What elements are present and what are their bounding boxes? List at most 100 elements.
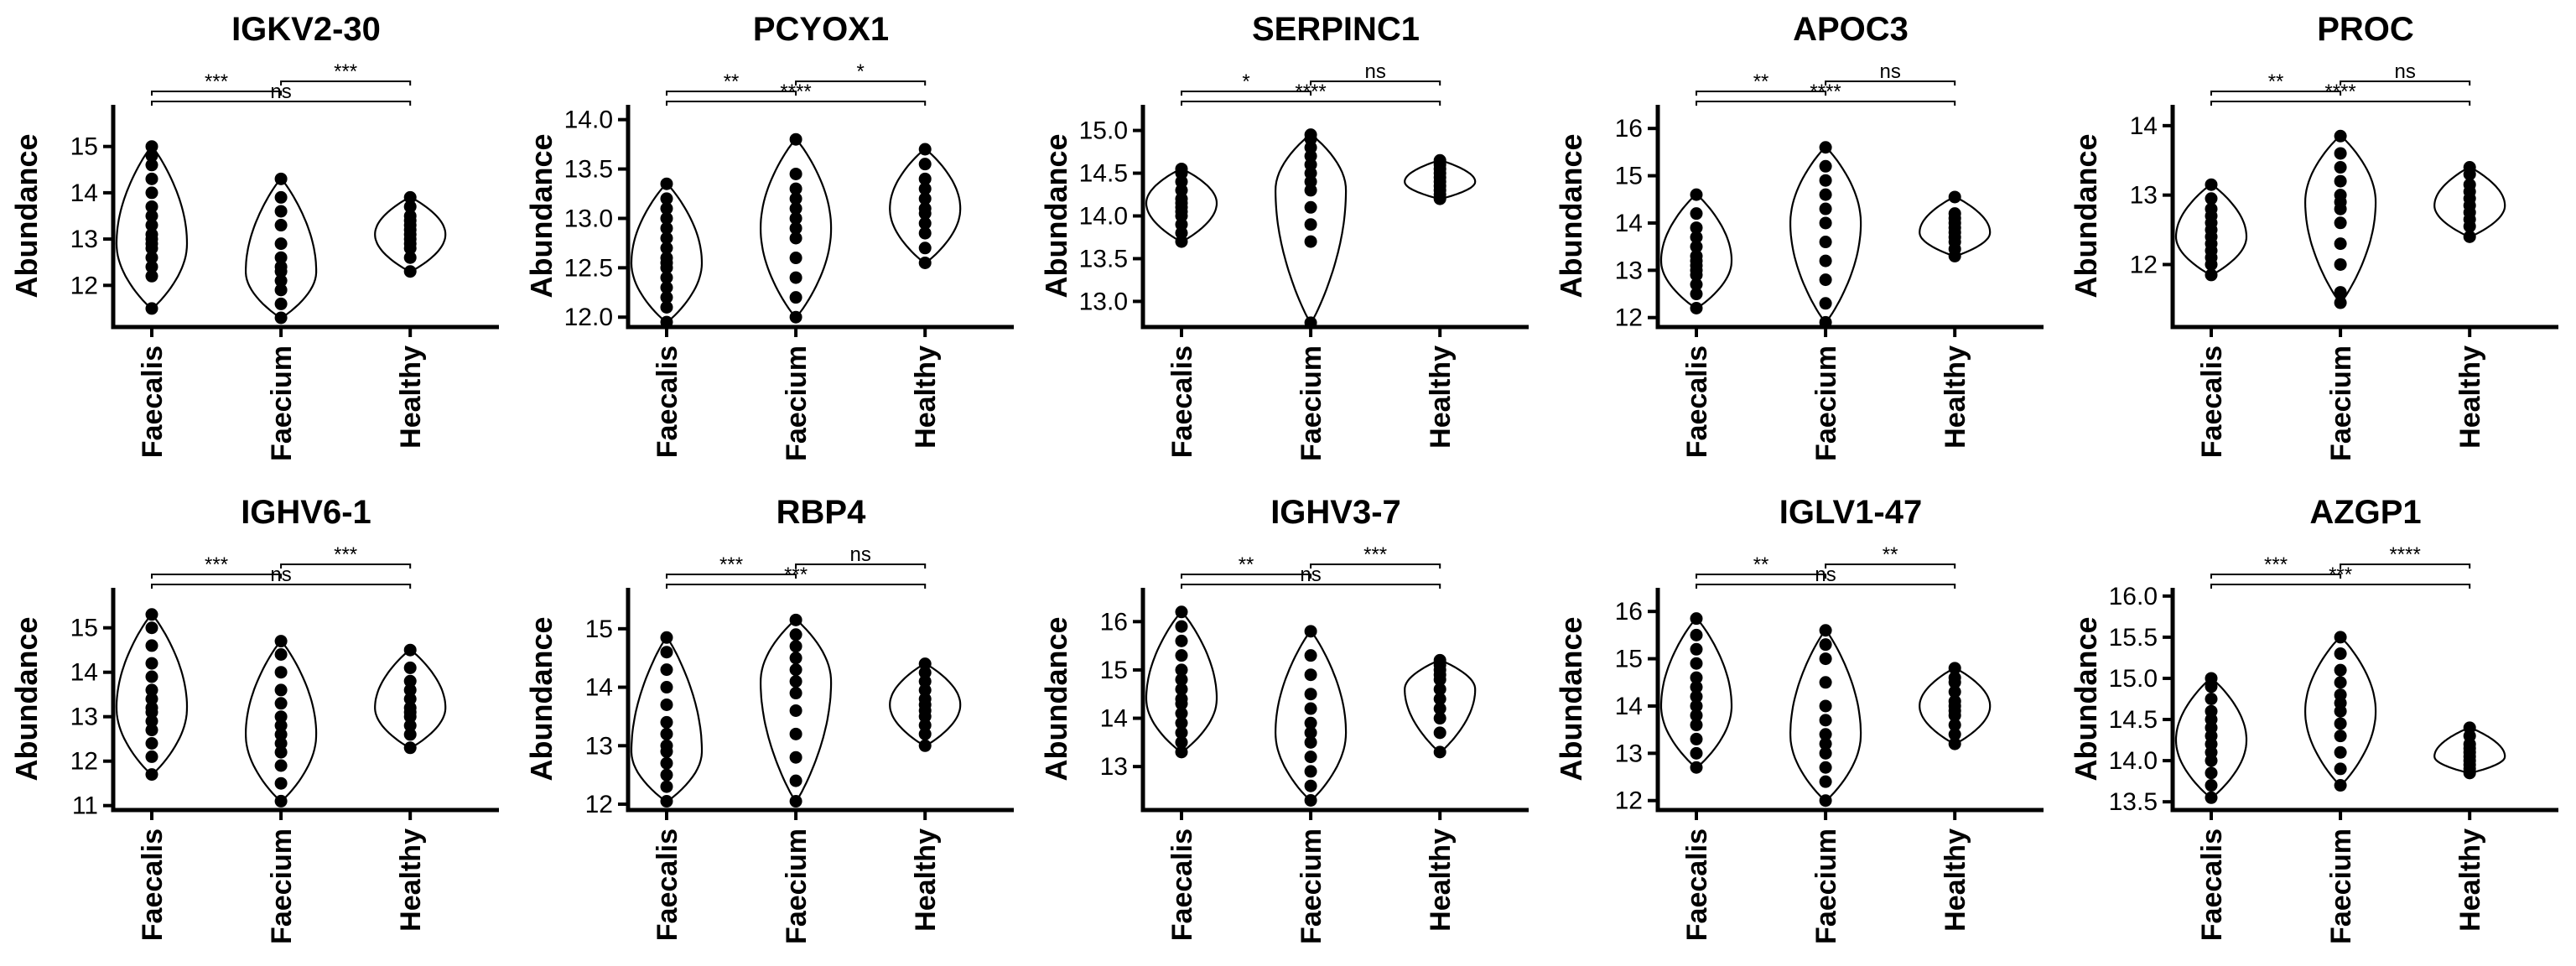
data-point — [919, 657, 932, 670]
data-point — [1176, 605, 1188, 618]
data-point — [790, 614, 802, 626]
data-point — [404, 662, 417, 674]
data-point — [1305, 201, 1317, 214]
y-tick-label: 13.5 — [564, 156, 613, 184]
chart-panel-8: IGLV1-47 Abundance 12 13 14 15 16 Faecalis Faeci… — [1554, 494, 2044, 944]
y-tick-label: 12 — [1615, 304, 1643, 332]
data-point — [404, 644, 417, 657]
y-tick-label: 13 — [1615, 740, 1643, 767]
chart-title: IGLV1-47 — [1779, 494, 1922, 531]
axis-lines — [1143, 588, 1529, 810]
data-point — [2334, 717, 2347, 730]
x-tick-label-healthy: Healthy — [2454, 345, 2486, 449]
data-point — [2334, 189, 2347, 201]
chart-panel-6: RBP4Abundance12131415Faecalis Faecium Heal… — [524, 494, 1014, 944]
x-tick-label-healthy: Healthy — [1425, 345, 1457, 449]
y-tick-label: 15 — [70, 615, 98, 642]
data-point — [919, 158, 932, 170]
y-tick-label: 13 — [1100, 753, 1128, 781]
x-tick-label-faecalis: Faecalis — [2196, 828, 2228, 941]
data-point — [790, 675, 802, 688]
data-point — [146, 639, 158, 652]
data-point — [790, 628, 802, 641]
data-point — [1690, 733, 1703, 745]
y-tick-label: 14 — [1100, 705, 1128, 733]
x-tick-label-healthy: Healthy — [910, 345, 942, 449]
y-tick-label: 14.0 — [1079, 203, 1128, 231]
x-tick-label-healthy: Healthy — [395, 828, 427, 932]
y-axis-label: Abundance — [1554, 133, 1588, 298]
significance-label: ** — [724, 70, 740, 93]
x-tick-label-faecalis: Faecalis — [1166, 345, 1198, 458]
chart-panel-9: AZGP1Abundance13.514.014.515.015.516.0Fa… — [2069, 494, 2558, 944]
significance-label: *** — [334, 543, 357, 566]
y-tick-label: 13.0 — [1079, 288, 1128, 315]
data-point — [1690, 747, 1703, 760]
data-point — [275, 237, 288, 250]
data-point — [1690, 629, 1703, 641]
y-axis-label: Abundance — [9, 616, 44, 781]
chart-panel-5: IGHV6-1 Abundance 11 12 13 14 15 Faecalis Faeciu… — [9, 494, 499, 944]
data-point — [1690, 189, 1703, 201]
significance-label: ** — [1239, 553, 1254, 576]
data-point — [790, 311, 802, 324]
y-tick-label: 14.5 — [2109, 706, 2158, 734]
data-point — [1820, 638, 1832, 651]
data-point — [275, 311, 288, 324]
significance-label: ** — [1753, 70, 1769, 93]
data-point — [919, 740, 932, 752]
data-point — [2205, 705, 2218, 718]
axis-lines — [628, 105, 1014, 327]
data-point — [1434, 726, 1446, 739]
data-point — [2464, 161, 2476, 174]
chart-title: IGKV2-30 — [231, 11, 381, 48]
data-point — [1305, 668, 1317, 681]
x-tick-label-faecalis: Faecalis — [1166, 828, 1198, 941]
violin-faecium — [1790, 148, 1861, 323]
data-point — [2334, 175, 2347, 188]
significance-label: ns — [849, 543, 870, 566]
data-point — [1176, 635, 1188, 647]
y-tick-label: 12.5 — [564, 254, 613, 282]
data-point — [1690, 207, 1703, 220]
x-tick-label-faecalis: Faecalis — [652, 345, 683, 458]
significance-label: * — [856, 60, 864, 83]
data-point — [146, 608, 158, 621]
chart-panel-3: APOC3Abundance1213141516Faecalis Faecium H… — [1554, 11, 2044, 461]
data-point — [1690, 643, 1703, 656]
data-point — [2334, 676, 2347, 688]
y-tick-label: 12 — [70, 748, 98, 776]
x-tick-label-healthy: Healthy — [910, 828, 942, 932]
y-tick-label: 14 — [1615, 210, 1643, 237]
x-tick-label-healthy: Healthy — [1425, 828, 1457, 932]
data-point — [275, 648, 288, 661]
data-point — [790, 183, 802, 195]
data-point — [2334, 286, 2347, 299]
x-tick-label-faecalis: Faecalis — [1681, 828, 1713, 941]
y-tick-label: 14.0 — [564, 106, 613, 134]
x-tick-label-healthy: Healthy — [2454, 828, 2486, 932]
significance-label: * — [1242, 70, 1249, 93]
data-point — [404, 191, 417, 204]
y-tick-label: 16 — [1100, 608, 1128, 636]
x-tick-label-healthy: Healthy — [395, 345, 427, 449]
axis-lines — [113, 105, 499, 327]
axis-lines — [1658, 588, 2044, 810]
data-point — [661, 681, 673, 693]
data-point — [146, 186, 158, 199]
y-tick-label: 13 — [70, 704, 98, 731]
x-tick-label-faecium: Faecium — [1810, 345, 1842, 461]
y-tick-label: 15 — [1615, 163, 1643, 190]
data-point — [1176, 649, 1188, 662]
y-axis-label: Abundance — [524, 133, 558, 298]
data-point — [919, 143, 932, 156]
data-point — [146, 657, 158, 670]
significance-label: **** — [2389, 543, 2420, 566]
y-tick-label: 15 — [1615, 646, 1643, 673]
y-tick-label: 16 — [1615, 115, 1643, 143]
chart-title: IGHV3-7 — [1270, 494, 1401, 531]
data-point — [1690, 221, 1703, 234]
x-tick-label-faecalis: Faecalis — [2196, 345, 2228, 458]
y-tick-label: 12.0 — [564, 304, 613, 331]
